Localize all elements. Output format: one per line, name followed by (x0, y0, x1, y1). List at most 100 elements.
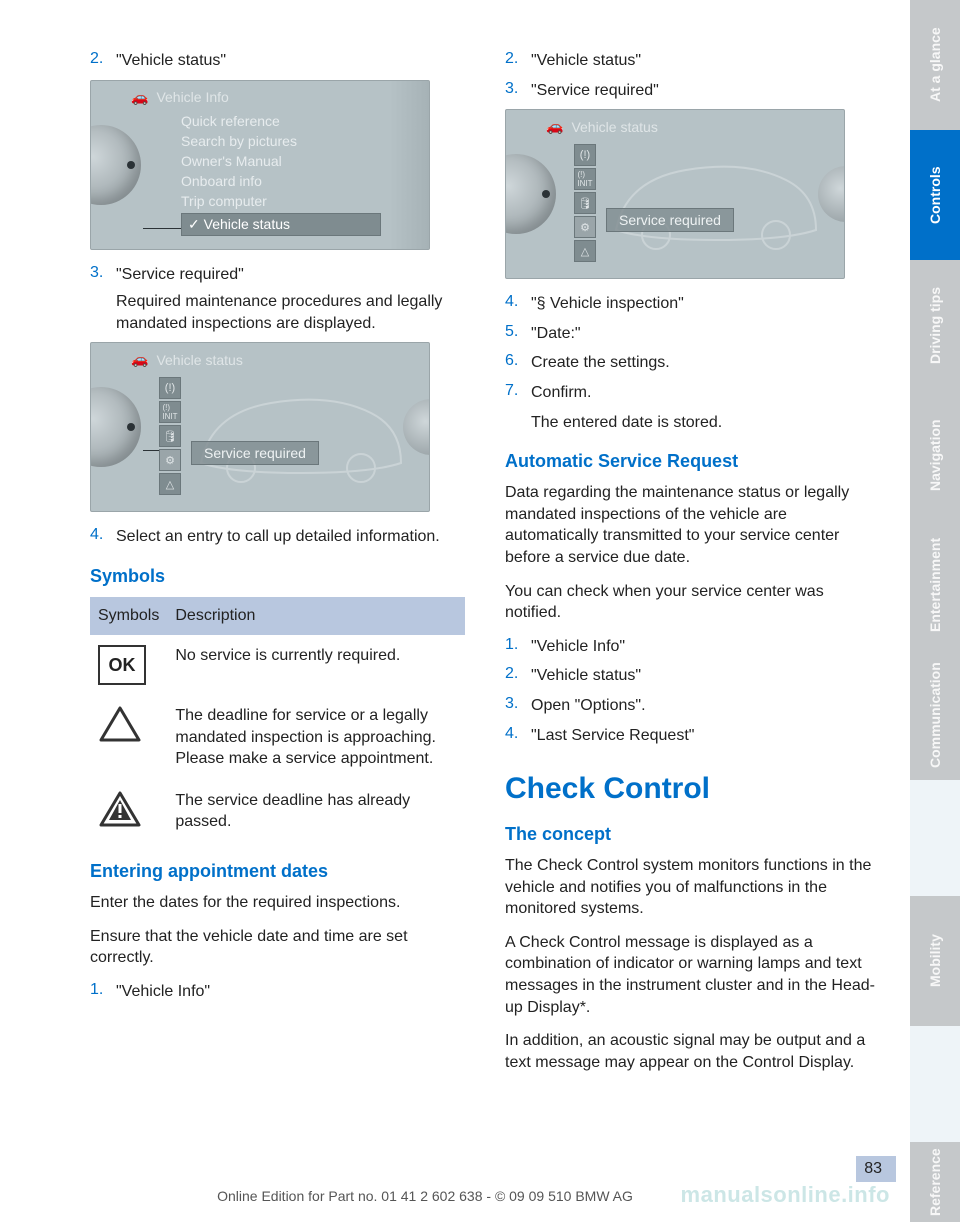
step-text: "Last Service Request" (531, 725, 880, 747)
step-number: 3. (505, 80, 531, 102)
table-header-row: Symbols Description (90, 597, 465, 635)
idrive-knob-icon (505, 154, 556, 234)
fade-decoration (389, 81, 429, 249)
section-heading-asr: Automatic Service Request (505, 451, 880, 472)
warning-icon: △ (159, 473, 181, 495)
list-item: 3. Open "Options". (505, 695, 880, 717)
list-item: 3. "Service required" Required maintenan… (90, 264, 465, 335)
car-outline-icon (606, 140, 826, 260)
step-text: "Date:" (531, 323, 880, 345)
page: 2. "Vehicle status" 🚗 Vehicle Info Quick… (0, 0, 960, 1222)
step-number: 3. (90, 264, 116, 335)
tab-driving-tips[interactable]: Driving tips (910, 260, 960, 390)
service-icon: ⚙ (574, 216, 596, 238)
menu-item: Search by pictures (181, 133, 381, 149)
table-header: Description (167, 597, 465, 635)
tab-mobility[interactable]: Mobility (910, 896, 960, 1026)
menu-items: Quick reference Search by pictures Owner… (181, 113, 381, 236)
tab-navigation[interactable]: Navigation (910, 390, 960, 520)
body-text: A Check Control message is displayed as … (505, 932, 880, 1018)
screenshot-title: 🚗 Vehicle status (546, 118, 658, 135)
title-text: Vehicle status (571, 119, 657, 135)
step-number: 1. (505, 636, 531, 658)
content-area: 2. "Vehicle status" 🚗 Vehicle Info Quick… (0, 0, 910, 1222)
step-number: 3. (505, 695, 531, 717)
step-number: 2. (90, 50, 116, 72)
step-number: 2. (505, 665, 531, 687)
list-item: 4. Select an entry to call up detailed i… (90, 526, 465, 548)
step-number: 4. (505, 293, 531, 315)
tab-communication[interactable]: Communication (910, 650, 960, 780)
list-item: 2. "Vehicle status" (505, 665, 880, 687)
step-number: 2. (505, 50, 531, 72)
screenshot-vehicle-status: 🚗 Vehicle status (!) (!)INIT 🛢 ⚙ △ Servi… (90, 342, 430, 512)
service-required-label: Service required (191, 441, 319, 465)
list-item: 7. Confirm. (505, 382, 880, 404)
screenshot-vehicle-info-menu: 🚗 Vehicle Info Quick reference Search by… (90, 80, 430, 250)
step-text: Create the settings. (531, 352, 880, 374)
car-icon: 🚗 (131, 351, 148, 368)
body-text: Ensure that the vehicle date and time ar… (90, 926, 465, 969)
left-column: 2. "Vehicle status" 🚗 Vehicle Info Quick… (90, 50, 465, 1222)
service-required-label: Service required (606, 208, 734, 232)
body-text: Data regarding the maintenance status or… (505, 482, 880, 568)
section-heading-check-control: Check Control (505, 772, 880, 806)
step-text: Confirm. (531, 382, 880, 404)
description-cell: No service is currently required. (167, 635, 465, 695)
table-row: OK No service is currently required. (90, 635, 465, 695)
warning-icon: △ (574, 240, 596, 262)
tab-reference[interactable]: Reference (910, 1142, 960, 1222)
symbol-cell (90, 695, 167, 780)
status-icon-column: (!) (!)INIT 🛢 ⚙ △ (574, 144, 596, 262)
tab-controls[interactable]: Controls (910, 130, 960, 260)
title-text: Vehicle Info (156, 89, 228, 105)
step-text: "Vehicle Info" (531, 636, 880, 658)
list-item: 4. "Last Service Request" (505, 725, 880, 747)
tpm-init-icon: (!)INIT (159, 401, 181, 423)
list-item: 3. "Service required" (505, 80, 880, 102)
watermark-text: manualsonline.info (681, 1182, 890, 1208)
idrive-knob-icon (90, 387, 141, 467)
table-row: The service deadline has already passed. (90, 780, 465, 843)
description-cell: The service deadline has already passed. (167, 780, 465, 843)
section-heading-concept: The concept (505, 824, 880, 845)
step-text: "§ Vehicle inspection" (531, 293, 880, 315)
car-outline-icon (191, 373, 411, 493)
step-subtext: The entered date is stored. (531, 412, 880, 434)
step-text: "Service required" Required maintenance … (116, 264, 465, 335)
car-icon: 🚗 (131, 89, 148, 106)
tpm-icon: (!) (574, 144, 596, 166)
list-item: 6. Create the settings. (505, 352, 880, 374)
step-number: 1. (90, 981, 116, 1003)
symbols-table: Symbols Description OK No service is cur… (90, 597, 465, 843)
tab-at-a-glance[interactable]: At a glance (910, 0, 960, 130)
body-text: In addition, an acoustic signal may be o… (505, 1030, 880, 1073)
step-text: "Vehicle status" (116, 50, 465, 72)
idrive-knob-icon (90, 125, 141, 205)
list-item: 5. "Date:" (505, 323, 880, 345)
step-text: "Service required" (531, 80, 880, 102)
list-item: 1. "Vehicle Info" (505, 636, 880, 658)
tpm-icon: (!) (159, 377, 181, 399)
step-number: 4. (505, 725, 531, 747)
symbol-cell (90, 780, 167, 843)
step-subtext: Required maintenance procedures and lega… (116, 291, 465, 334)
step-number: 5. (505, 323, 531, 345)
menu-item: Onboard info (181, 173, 381, 189)
triangle-symbol-icon (98, 705, 142, 743)
step-text: "Vehicle status" (531, 50, 880, 72)
car-icon: 🚗 (546, 118, 563, 135)
right-column: 2. "Vehicle status" 3. "Service required… (505, 50, 880, 1222)
ok-symbol-icon: OK (98, 645, 146, 685)
section-heading-symbols: Symbols (90, 566, 465, 587)
list-item: 2. "Vehicle status" (505, 50, 880, 72)
list-item: 2. "Vehicle status" (90, 50, 465, 72)
list-item: 1. "Vehicle Info" (90, 981, 465, 1003)
list-item: 4. "§ Vehicle inspection" (505, 293, 880, 315)
step-text: "Vehicle status" (531, 665, 880, 687)
screenshot-title: 🚗 Vehicle status (131, 351, 243, 368)
oil-icon: 🛢 (574, 192, 596, 214)
pointer-line-icon (143, 228, 181, 229)
tab-entertainment[interactable]: Entertainment (910, 520, 960, 650)
status-icon-column: (!) (!)INIT 🛢 ⚙ △ (159, 377, 181, 495)
